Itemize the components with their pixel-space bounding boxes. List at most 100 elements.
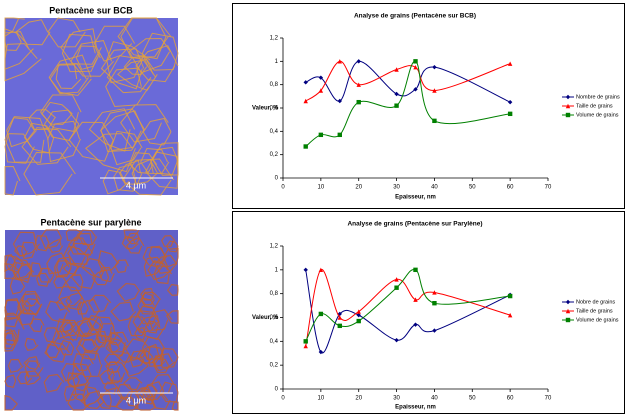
marker	[303, 80, 308, 85]
grain-boundary	[43, 373, 65, 393]
grain-boundary	[46, 252, 68, 275]
grain-boundary	[137, 315, 165, 341]
grain-boundary	[60, 28, 102, 65]
grain-boundary	[141, 381, 165, 402]
marker	[318, 88, 324, 93]
grain-boundary	[116, 282, 141, 302]
x-tick-label: 50	[469, 185, 476, 191]
grain-boundary	[14, 245, 28, 257]
grain-boundary	[93, 25, 136, 62]
y-axis-label: Valeur, %	[252, 315, 279, 321]
marker	[507, 111, 513, 117]
grain-boundary	[107, 370, 123, 384]
grain-boundary	[60, 362, 83, 382]
grain-boundary	[151, 391, 171, 410]
legend-label: Nobre de grains	[576, 299, 615, 305]
grain-boundary	[68, 237, 91, 255]
grain-boundary	[118, 351, 134, 363]
grain-boundary	[4, 332, 18, 352]
marker	[394, 67, 399, 72]
grain-boundary	[108, 331, 129, 353]
grain-boundary	[12, 231, 41, 257]
y-tick-label: 0,6	[270, 106, 279, 112]
grain-boundary	[4, 116, 49, 163]
grain-boundary	[166, 283, 179, 296]
grain-boundary	[34, 235, 50, 252]
x-tick-label: 40	[431, 185, 438, 191]
grain-boundary	[58, 285, 83, 307]
grain-boundary	[43, 109, 80, 141]
marker	[565, 112, 571, 118]
grain-boundary	[11, 258, 33, 280]
grain-boundary	[138, 387, 154, 401]
grain-boundary	[4, 133, 35, 164]
marker	[413, 297, 418, 302]
x-tick-label: 30	[393, 396, 400, 402]
grain-boundary	[75, 45, 101, 70]
marker	[565, 103, 571, 109]
y-tick-label: 0	[275, 387, 279, 393]
grain-boundary	[65, 292, 85, 311]
marker	[432, 88, 437, 93]
grain-boundary	[76, 301, 89, 315]
image-label: Pentacène sur BCB	[49, 5, 133, 15]
marker	[318, 267, 324, 273]
grain-boundary	[22, 298, 42, 315]
marker	[356, 59, 361, 64]
x-tick-label: 20	[355, 185, 362, 191]
grain-boundary	[29, 318, 45, 333]
grain-boundary	[134, 326, 147, 341]
grain-boundary	[45, 300, 71, 324]
marker	[337, 132, 342, 138]
y-tick-label: 0,8	[270, 291, 279, 297]
marker	[394, 103, 399, 108]
x-axis-label: Epaisseur, nm	[395, 405, 436, 411]
x-tick-label: 70	[545, 185, 552, 191]
grain-boundary	[55, 64, 82, 90]
chart-title: Analyse de grains (Pentacène sur Parylèn…	[347, 221, 482, 228]
grain-boundary	[123, 355, 149, 378]
grain-boundary	[4, 31, 34, 70]
marker	[303, 343, 308, 349]
grain-boundary	[126, 232, 140, 245]
grain-boundary	[142, 245, 167, 268]
grain-boundary	[63, 386, 80, 402]
grain-boundary	[39, 94, 82, 132]
grain-boundary	[171, 401, 179, 411]
grain-boundary	[80, 390, 106, 410]
marker	[394, 337, 399, 343]
grain-boundary	[123, 229, 140, 239]
afm-image: 4 µm	[4, 229, 179, 411]
grain-boundary	[77, 332, 105, 353]
series-line	[305, 60, 511, 103]
grain-boundary	[59, 339, 75, 356]
grain-boundary	[96, 330, 107, 344]
grain-boundary	[24, 337, 39, 351]
grain-boundary	[113, 163, 137, 192]
grain-boundary	[41, 101, 73, 125]
y-tick-label: 0,4	[270, 129, 279, 135]
legend-label: Volume de grains	[576, 112, 619, 118]
grain-boundary	[121, 158, 175, 196]
grain-boundary	[99, 323, 119, 343]
series-line	[305, 60, 511, 147]
grain-boundary	[23, 151, 76, 196]
grain-boundary	[47, 17, 86, 48]
grain-boundary	[4, 394, 18, 411]
grain-boundary	[161, 234, 176, 247]
grain-boundary	[123, 377, 143, 391]
marker	[507, 61, 513, 66]
legend-label: Taille de grains	[576, 308, 613, 314]
marker	[337, 98, 342, 104]
y-axis-label: Valeur, %	[252, 106, 279, 112]
grain-boundary	[165, 240, 179, 253]
grain-boundary	[108, 337, 128, 357]
grain-boundary	[75, 338, 100, 361]
marker	[413, 322, 418, 327]
grain-boundary	[24, 370, 42, 386]
grain-boundary	[100, 48, 145, 90]
grain-boundary	[148, 309, 173, 331]
grain-boundary	[139, 343, 160, 365]
marker	[413, 64, 418, 70]
